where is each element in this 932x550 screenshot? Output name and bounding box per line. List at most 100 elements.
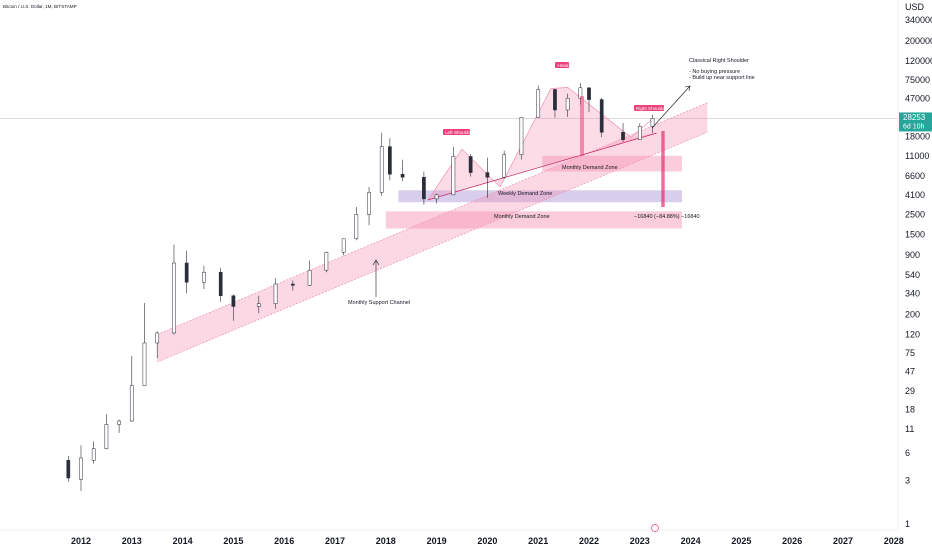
right-shoulder-tag-text: Right Shoulder [636,106,667,111]
candle-body [553,89,557,111]
head-tag-text: Head [558,63,569,68]
y-tick-label: 120000 [905,56,932,66]
y-tick-label: 900 [905,250,920,260]
monthly-support-channel [157,102,708,363]
y-tick-label: 6600 [905,171,925,181]
y-tick-label: 2500 [905,209,925,219]
currency-label: USD [905,2,925,12]
candle-body [621,132,625,140]
y-tick-label: 18 [905,405,915,415]
x-tick-label: 2021 [528,536,548,546]
y-tick-label: 47 [905,367,915,377]
x-tick-label: 2013 [122,536,142,546]
y-tick-label: 11 [905,424,914,434]
candle-body [66,460,71,479]
y-tick-label: 1 [905,519,910,529]
monthly-demand-zone-upper-label: Monthly Demand Zone [562,165,618,171]
weekly-demand-zone-label: Weekly Demand Zone [498,191,552,197]
classical-title: Classical Right Shoulder [689,58,749,64]
right-shoulder-arrow-line [651,85,691,129]
candle-body [256,303,261,307]
support-arrow-head [372,259,380,266]
channel-band [157,102,708,362]
candles-group [66,83,655,492]
monthly-demand-zone-lower-label: Monthly Demand Zone [494,214,550,220]
neckline [427,132,657,201]
y-tick-label: 340 [905,288,920,298]
candle-body [290,283,295,286]
demand-zones [385,155,682,229]
candle-body [104,424,109,449]
x-tick-label: 2018 [376,536,396,546]
time-axis[interactable]: 2012 2013 2014 2015 2016 2017 2018 2019 2020 2021… [71,536,904,546]
candle-body [184,262,189,283]
replay-icon[interactable] [651,524,659,532]
x-tick-label: 2022 [579,536,599,546]
hs-pattern-fill [427,87,657,200]
y-tick-label: 47000 [905,93,930,103]
x-tick-label: 2014 [173,536,193,546]
y-tick-label: 75 [905,348,915,358]
candle-body [354,214,359,240]
candle-body [650,118,655,127]
measure-label: −16840 (−84.88%) −16840 [634,214,700,220]
candle-body [129,385,134,422]
right-shoulder-arrow-head [684,85,691,92]
candle-body [91,448,96,461]
y-tick-label: 120 [905,330,920,340]
candle-body [231,295,236,307]
demand-zone [385,211,682,229]
candle-body [637,126,642,140]
channel-upper-line [157,102,708,335]
classical-line1: - No buying pressure [689,69,740,75]
candle-body [434,194,439,200]
candle-body [519,117,524,155]
candle-body [307,269,312,286]
x-tick-label: 2019 [427,536,447,546]
y-tick-label: 200 [905,309,920,319]
y-tick-label: 200000 [905,36,932,46]
right-shoulder-tag [634,105,664,111]
head-and-shoulders-shading [427,86,657,201]
candle-body [451,156,456,196]
x-tick-label: 2017 [325,536,345,546]
y-tick-label: 540 [905,270,920,280]
y-tick-label: 29 [905,386,915,396]
y-tick-label: 4100 [905,190,925,200]
candle-body [367,192,371,215]
x-tick-label: 2012 [71,536,91,546]
y-tick-label: 18000 [905,131,930,141]
channel-lower-line [157,131,708,363]
candle-body [468,156,473,173]
candle-body [273,283,278,304]
head-measure-bar [580,96,584,156]
x-tick-label: 2023 [630,536,650,546]
candle-body [379,146,384,193]
x-tick-label: 2015 [223,536,243,546]
candle-body [341,238,346,253]
current-price-badge: 28253 6d 10h [899,112,932,132]
candle-body [202,271,206,283]
candle-body [422,176,426,200]
price-badge-value: 28253 [903,113,926,122]
candle-body [117,420,121,425]
x-tick-label: 2024 [681,536,701,546]
candle-body [400,173,405,178]
y-tick-label: 3 [905,476,910,486]
x-tick-label: 2026 [782,536,802,546]
candle-body [536,89,541,118]
x-tick-label: 2020 [477,536,497,546]
y-tick-label: 1500 [905,230,925,240]
candle-body [142,342,147,386]
price-badge-bg [899,112,932,132]
candle-body [218,271,223,296]
price-axis[interactable]: 3400002000001200007500047000280001800011… [905,15,932,529]
x-tick-label: 2025 [731,536,751,546]
left-shoulder-tag [443,129,470,135]
candle-body [599,99,604,133]
symbol-title: Bitcoin / U.S. Dollar, 1M, BITSTAMP [3,4,77,9]
candle-body [565,97,570,111]
candle-body [155,332,160,344]
